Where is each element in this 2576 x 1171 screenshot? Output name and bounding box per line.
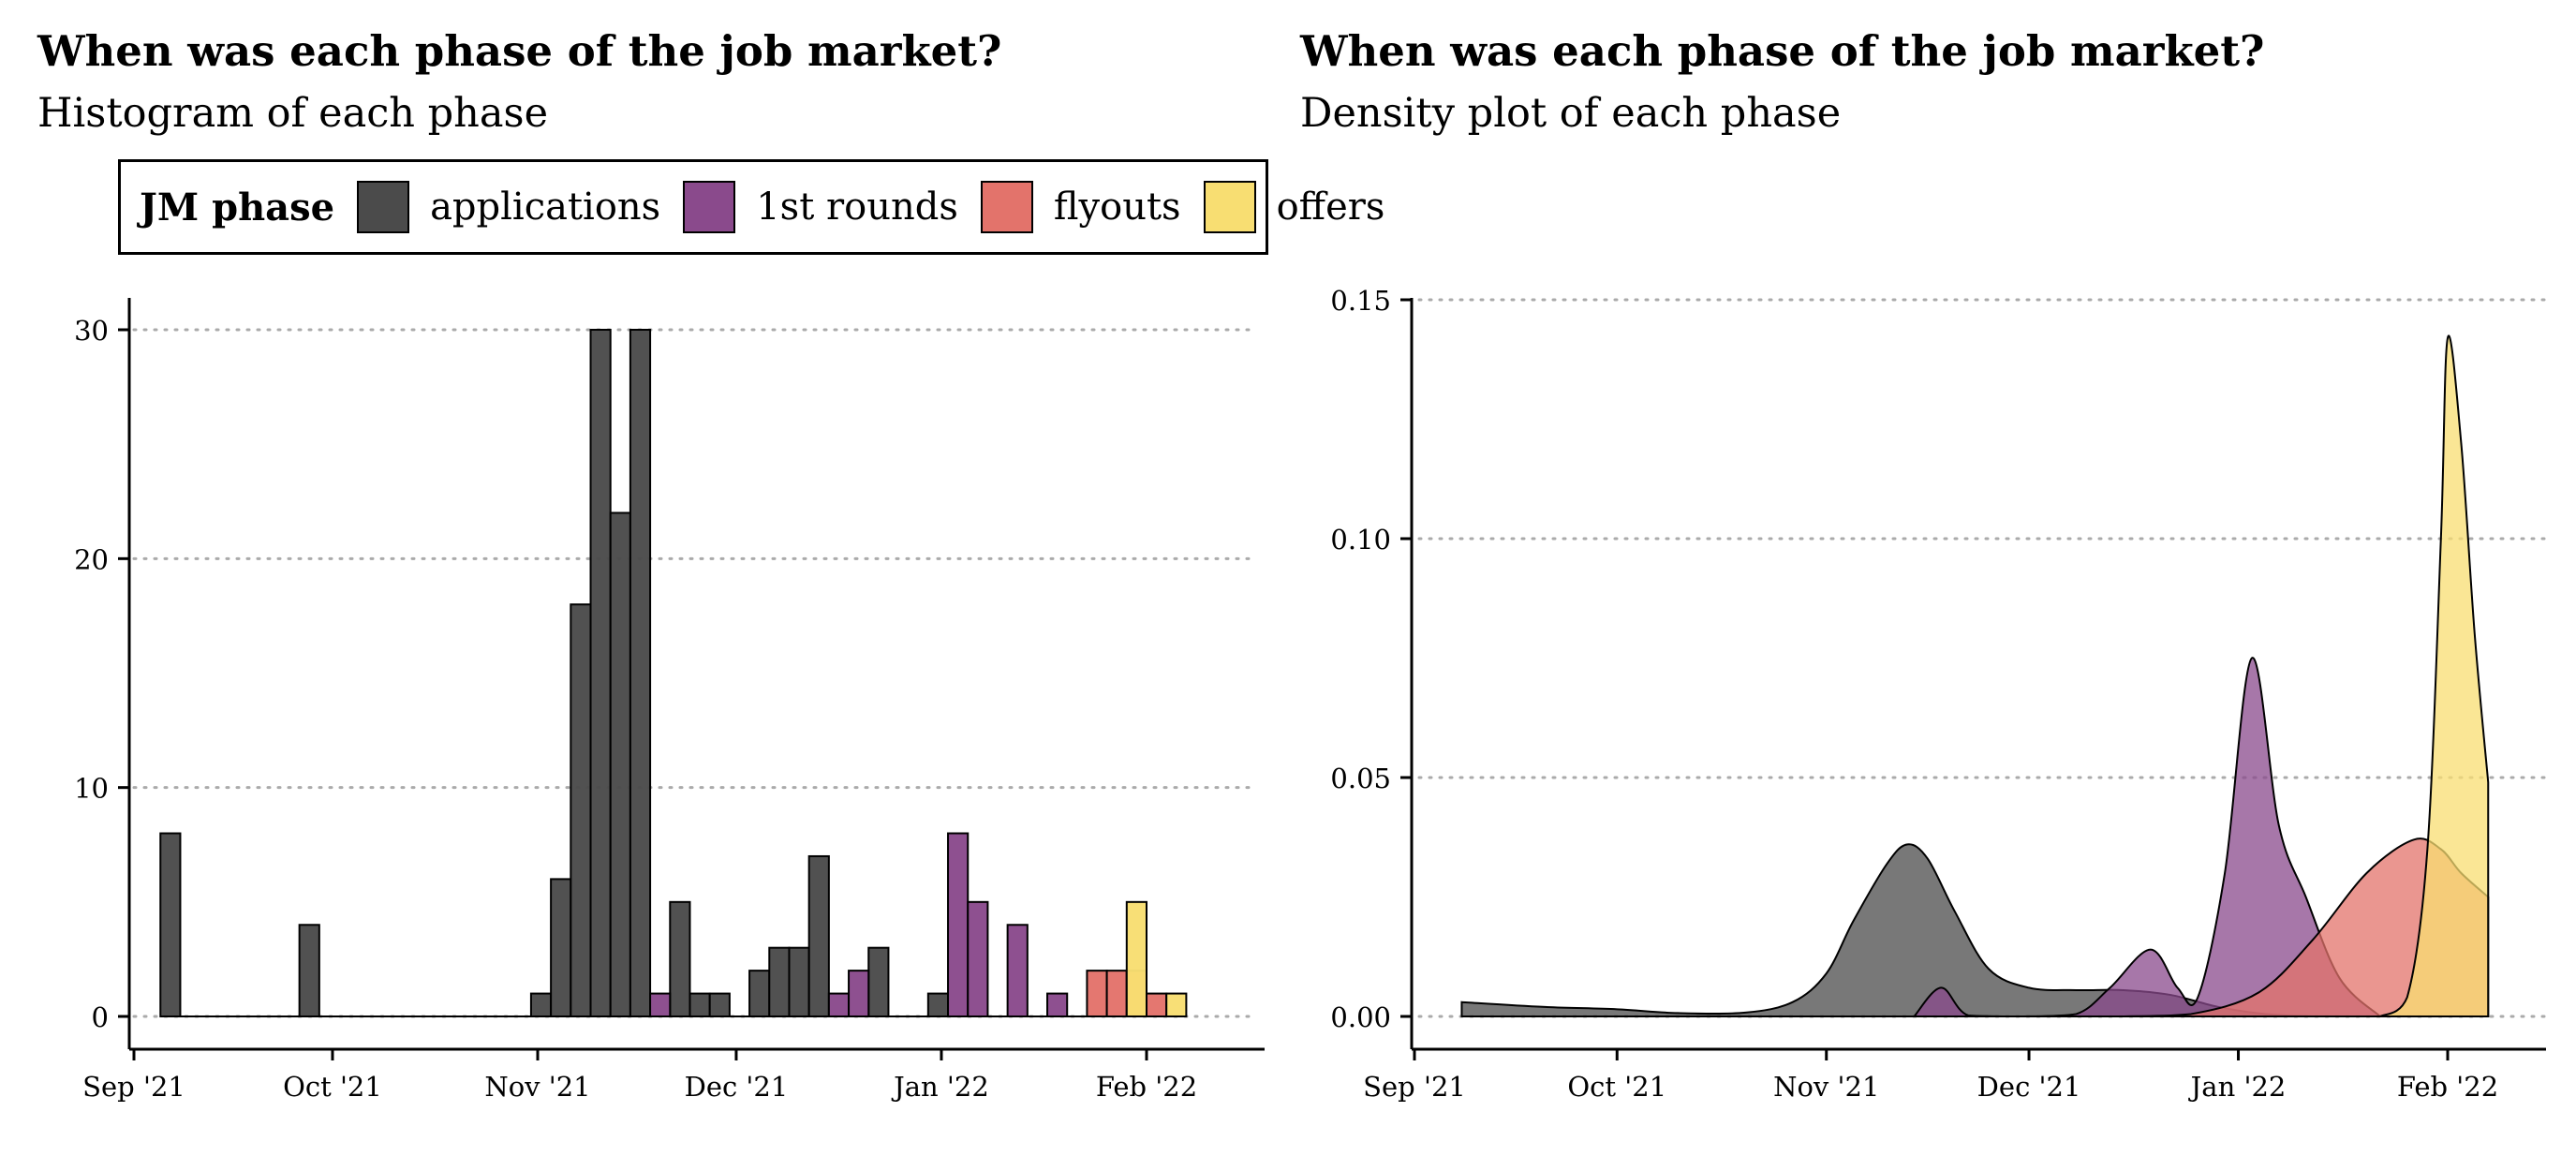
density-area-applications [1460, 843, 2313, 1017]
hist-y-tick-label: 30 [74, 315, 109, 347]
hist-bar-1st-rounds [649, 992, 672, 1017]
hist-bar-flyouts [1146, 992, 1168, 1017]
hist-bar-offers [1165, 992, 1188, 1017]
hist-bar-applications [298, 924, 320, 1017]
histogram-subtitle: Histogram of each phase [37, 90, 549, 137]
density-x-tick-label: Dec '21 [1977, 1071, 2081, 1103]
legend-item-applications: applications [357, 181, 660, 233]
hist-bar-applications [669, 900, 691, 1017]
density-y-tick-label: 0.10 [1330, 524, 1391, 556]
legend-label-applications: applications [430, 185, 661, 229]
hist-bar-1st-rounds [1046, 992, 1069, 1017]
density-x-tick-label: Feb '22 [2397, 1071, 2498, 1103]
density-x-tick-label: Nov '21 [1773, 1071, 1879, 1103]
density-y-tick-label: 0.00 [1330, 1001, 1391, 1033]
hist-y-tick-label: 20 [74, 543, 109, 575]
hist-bar-applications [529, 992, 553, 1017]
hist-bar-applications [688, 992, 711, 1017]
hist-bar-applications [788, 946, 810, 1018]
hist-bar-applications [807, 854, 830, 1018]
density-y-tick-label: 0.15 [1330, 285, 1391, 317]
hist-bar-applications [926, 992, 950, 1017]
hist-bar-flyouts [1105, 970, 1128, 1017]
density-area-offers [2376, 334, 2490, 1017]
density-x-tick-label: Oct '21 [1567, 1071, 1666, 1103]
hist-bar-offers [1125, 900, 1148, 1017]
hist-y-tick-label: 10 [74, 773, 109, 805]
legend-key-offers [1203, 181, 1256, 233]
hist-bar-1st-rounds [947, 832, 970, 1017]
hist-bar-applications [768, 946, 791, 1018]
density-y-tick-label: 0.05 [1330, 763, 1391, 794]
hist-x-tick-label: Feb '22 [1096, 1071, 1197, 1103]
density-area-1st-rounds [1912, 657, 2383, 1018]
legend: JM phase applications 1st rounds flyouts… [118, 159, 1384, 255]
density-title: When was each phase of the job market? [1300, 26, 2265, 76]
legend-key-flyouts [980, 181, 1033, 233]
hist-bar-applications [159, 832, 182, 1017]
legend-label-offers: offers [1276, 185, 1385, 229]
legend-item-flyouts: flyouts [980, 181, 1181, 233]
hist-bar-1st-rounds [1006, 924, 1029, 1017]
density-plot: 0.00 0.05 0.10 0.15 Sep '21 Oct '21 Nov '21 Dec… [1330, 285, 2548, 1103]
hist-x-tick-label: Dec '21 [685, 1071, 789, 1103]
hist-bar-1st-rounds [967, 900, 989, 1017]
histogram-title: When was each phase of the job market? [37, 26, 1002, 76]
hist-bar-applications [550, 878, 572, 1018]
hist-x-tick-label: Nov '21 [484, 1071, 590, 1103]
hist-x-tick-label: Sep '21 [82, 1071, 185, 1103]
hist-bar-applications [570, 603, 592, 1017]
hist-bar-applications [629, 329, 652, 1017]
legend-item-1st-rounds: 1st rounds [683, 181, 958, 233]
density-x-tick-label: Jan '22 [2188, 1071, 2287, 1103]
hist-x-tick-label: Jan '22 [891, 1071, 989, 1103]
hist-bar-1st-rounds [827, 992, 851, 1017]
hist-bar-1st-rounds [848, 970, 870, 1017]
hist-bar-applications [748, 970, 771, 1017]
hist-x-tick-label: Oct '21 [283, 1071, 382, 1103]
legend-item-offers: offers [1203, 181, 1385, 233]
hist-bar-applications [609, 511, 631, 1017]
legend-key-1st-rounds [683, 181, 736, 233]
histogram-plot: 0 10 20 30 Sep '21 Oct '21 Nov '21 Dec '21 Jan '… [74, 298, 1265, 1103]
hist-bar-applications [708, 992, 731, 1017]
legend-title: JM phase [140, 185, 335, 230]
legend-label-flyouts: flyouts [1053, 185, 1181, 229]
legend-key-applications [357, 181, 410, 233]
density-subtitle: Density plot of each phase [1300, 90, 1842, 137]
hist-bar-flyouts [1086, 970, 1108, 1017]
hist-bar-applications [867, 946, 890, 1018]
hist-y-tick-label: 0 [92, 1001, 109, 1033]
legend-label-1st-rounds: 1st rounds [756, 185, 958, 229]
hist-bar-applications [589, 329, 612, 1017]
density-x-tick-label: Sep '21 [1363, 1071, 1466, 1103]
